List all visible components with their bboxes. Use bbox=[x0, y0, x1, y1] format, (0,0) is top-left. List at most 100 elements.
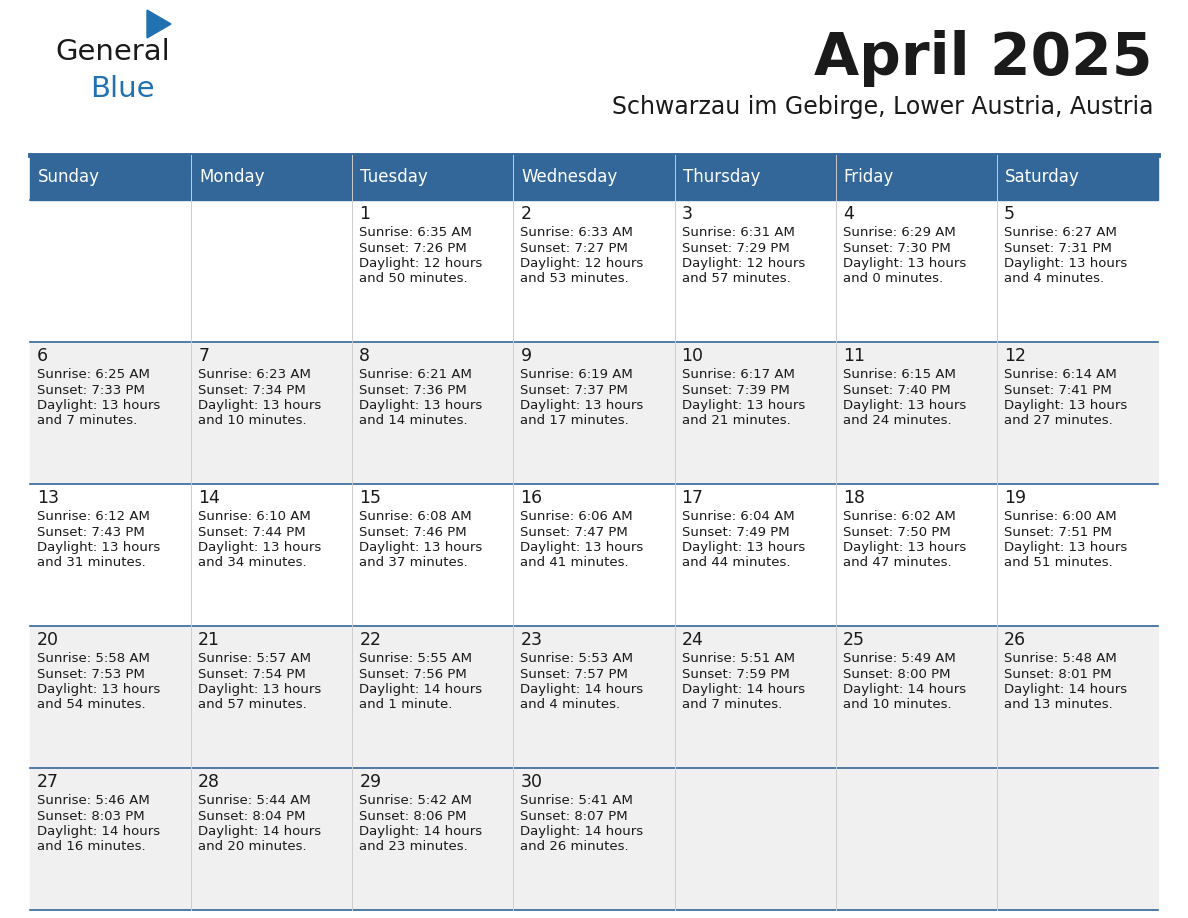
Bar bbox=[997, 200, 1158, 342]
Text: Sunset: 7:30 PM: Sunset: 7:30 PM bbox=[842, 241, 950, 254]
Text: Sunset: 7:49 PM: Sunset: 7:49 PM bbox=[682, 525, 789, 539]
Text: Sunrise: 5:44 AM: Sunrise: 5:44 AM bbox=[198, 794, 311, 807]
Text: 19: 19 bbox=[1004, 489, 1026, 507]
Text: Sunset: 8:00 PM: Sunset: 8:00 PM bbox=[842, 667, 950, 680]
Bar bbox=[30, 626, 191, 768]
Text: 1: 1 bbox=[359, 205, 371, 223]
Text: Sunrise: 6:33 AM: Sunrise: 6:33 AM bbox=[520, 226, 633, 239]
Text: Daylight: 13 hours: Daylight: 13 hours bbox=[682, 541, 804, 554]
Bar bbox=[191, 768, 353, 910]
Text: Sunset: 7:46 PM: Sunset: 7:46 PM bbox=[359, 525, 467, 539]
Text: General: General bbox=[55, 38, 170, 66]
Text: Sunset: 7:51 PM: Sunset: 7:51 PM bbox=[1004, 525, 1112, 539]
Text: 13: 13 bbox=[37, 489, 59, 507]
Text: and 57 minutes.: and 57 minutes. bbox=[682, 273, 790, 285]
Bar bbox=[191, 626, 353, 768]
Text: 18: 18 bbox=[842, 489, 865, 507]
Text: Daylight: 14 hours: Daylight: 14 hours bbox=[1004, 683, 1127, 696]
Text: and 23 minutes.: and 23 minutes. bbox=[359, 841, 468, 854]
Bar bbox=[675, 342, 835, 484]
Text: and 53 minutes.: and 53 minutes. bbox=[520, 273, 630, 285]
Text: Sunrise: 5:42 AM: Sunrise: 5:42 AM bbox=[359, 794, 472, 807]
Bar bbox=[30, 200, 191, 342]
Text: Sunrise: 5:51 AM: Sunrise: 5:51 AM bbox=[682, 652, 795, 665]
Text: Sunrise: 6:23 AM: Sunrise: 6:23 AM bbox=[198, 368, 311, 381]
Text: Sunset: 8:01 PM: Sunset: 8:01 PM bbox=[1004, 667, 1112, 680]
Text: Daylight: 12 hours: Daylight: 12 hours bbox=[682, 257, 804, 270]
Text: Daylight: 13 hours: Daylight: 13 hours bbox=[37, 683, 160, 696]
Bar bbox=[513, 484, 675, 626]
Text: Daylight: 13 hours: Daylight: 13 hours bbox=[198, 541, 322, 554]
Text: Sunrise: 6:02 AM: Sunrise: 6:02 AM bbox=[842, 510, 955, 523]
Text: 9: 9 bbox=[520, 347, 531, 365]
Text: and 47 minutes.: and 47 minutes. bbox=[842, 556, 952, 569]
Text: Sunrise: 6:31 AM: Sunrise: 6:31 AM bbox=[682, 226, 795, 239]
Text: Daylight: 13 hours: Daylight: 13 hours bbox=[198, 399, 322, 412]
Text: Sunset: 7:26 PM: Sunset: 7:26 PM bbox=[359, 241, 467, 254]
Text: Sunrise: 6:00 AM: Sunrise: 6:00 AM bbox=[1004, 510, 1117, 523]
Text: Sunset: 8:04 PM: Sunset: 8:04 PM bbox=[198, 810, 305, 823]
Text: and 26 minutes.: and 26 minutes. bbox=[520, 841, 630, 854]
Text: Sunrise: 6:04 AM: Sunrise: 6:04 AM bbox=[682, 510, 795, 523]
Polygon shape bbox=[147, 10, 171, 38]
Text: Blue: Blue bbox=[90, 75, 154, 103]
Bar bbox=[675, 626, 835, 768]
Text: Sunset: 7:53 PM: Sunset: 7:53 PM bbox=[37, 667, 145, 680]
Text: Sunset: 7:47 PM: Sunset: 7:47 PM bbox=[520, 525, 628, 539]
Text: 6: 6 bbox=[37, 347, 49, 365]
Text: Daylight: 13 hours: Daylight: 13 hours bbox=[198, 683, 322, 696]
Text: 4: 4 bbox=[842, 205, 854, 223]
Text: 29: 29 bbox=[359, 773, 381, 791]
Text: Daylight: 12 hours: Daylight: 12 hours bbox=[359, 257, 482, 270]
Text: 8: 8 bbox=[359, 347, 371, 365]
Bar bbox=[675, 155, 835, 200]
Text: and 17 minutes.: and 17 minutes. bbox=[520, 415, 630, 428]
Text: Sunrise: 6:29 AM: Sunrise: 6:29 AM bbox=[842, 226, 955, 239]
Bar bbox=[997, 155, 1158, 200]
Bar bbox=[675, 768, 835, 910]
Bar bbox=[353, 768, 513, 910]
Text: 24: 24 bbox=[682, 631, 703, 649]
Text: Sunrise: 5:53 AM: Sunrise: 5:53 AM bbox=[520, 652, 633, 665]
Text: 16: 16 bbox=[520, 489, 543, 507]
Text: Sunset: 7:37 PM: Sunset: 7:37 PM bbox=[520, 384, 628, 397]
Text: Sunset: 7:44 PM: Sunset: 7:44 PM bbox=[198, 525, 305, 539]
Text: 27: 27 bbox=[37, 773, 59, 791]
Bar bbox=[835, 626, 997, 768]
Bar bbox=[513, 626, 675, 768]
Text: Sunset: 7:39 PM: Sunset: 7:39 PM bbox=[682, 384, 789, 397]
Text: Saturday: Saturday bbox=[1005, 169, 1080, 186]
Text: Daylight: 13 hours: Daylight: 13 hours bbox=[37, 541, 160, 554]
Bar bbox=[835, 342, 997, 484]
Text: and 4 minutes.: and 4 minutes. bbox=[1004, 273, 1104, 285]
Text: Daylight: 13 hours: Daylight: 13 hours bbox=[520, 541, 644, 554]
Bar bbox=[997, 768, 1158, 910]
Bar bbox=[191, 155, 353, 200]
Text: 10: 10 bbox=[682, 347, 703, 365]
Bar bbox=[835, 200, 997, 342]
Text: 26: 26 bbox=[1004, 631, 1026, 649]
Text: Sunrise: 6:35 AM: Sunrise: 6:35 AM bbox=[359, 226, 472, 239]
Text: and 7 minutes.: and 7 minutes. bbox=[682, 699, 782, 711]
Bar bbox=[353, 484, 513, 626]
Text: Sunset: 8:03 PM: Sunset: 8:03 PM bbox=[37, 810, 145, 823]
Text: Sunrise: 6:14 AM: Sunrise: 6:14 AM bbox=[1004, 368, 1117, 381]
Text: Schwarzau im Gebirge, Lower Austria, Austria: Schwarzau im Gebirge, Lower Austria, Aus… bbox=[612, 95, 1154, 119]
Text: Sunrise: 5:49 AM: Sunrise: 5:49 AM bbox=[842, 652, 955, 665]
Text: Sunrise: 5:41 AM: Sunrise: 5:41 AM bbox=[520, 794, 633, 807]
Text: 15: 15 bbox=[359, 489, 381, 507]
Text: Wednesday: Wednesday bbox=[522, 169, 618, 186]
Text: Sunset: 7:59 PM: Sunset: 7:59 PM bbox=[682, 667, 789, 680]
Text: and 21 minutes.: and 21 minutes. bbox=[682, 415, 790, 428]
Text: Daylight: 13 hours: Daylight: 13 hours bbox=[1004, 257, 1127, 270]
Text: Daylight: 13 hours: Daylight: 13 hours bbox=[1004, 399, 1127, 412]
Text: 30: 30 bbox=[520, 773, 543, 791]
Text: and 27 minutes.: and 27 minutes. bbox=[1004, 415, 1113, 428]
Text: and 51 minutes.: and 51 minutes. bbox=[1004, 556, 1113, 569]
Bar bbox=[675, 484, 835, 626]
Text: Sunrise: 5:48 AM: Sunrise: 5:48 AM bbox=[1004, 652, 1117, 665]
Text: Friday: Friday bbox=[843, 169, 893, 186]
Text: Daylight: 13 hours: Daylight: 13 hours bbox=[842, 399, 966, 412]
Bar bbox=[835, 768, 997, 910]
Text: Daylight: 12 hours: Daylight: 12 hours bbox=[520, 257, 644, 270]
